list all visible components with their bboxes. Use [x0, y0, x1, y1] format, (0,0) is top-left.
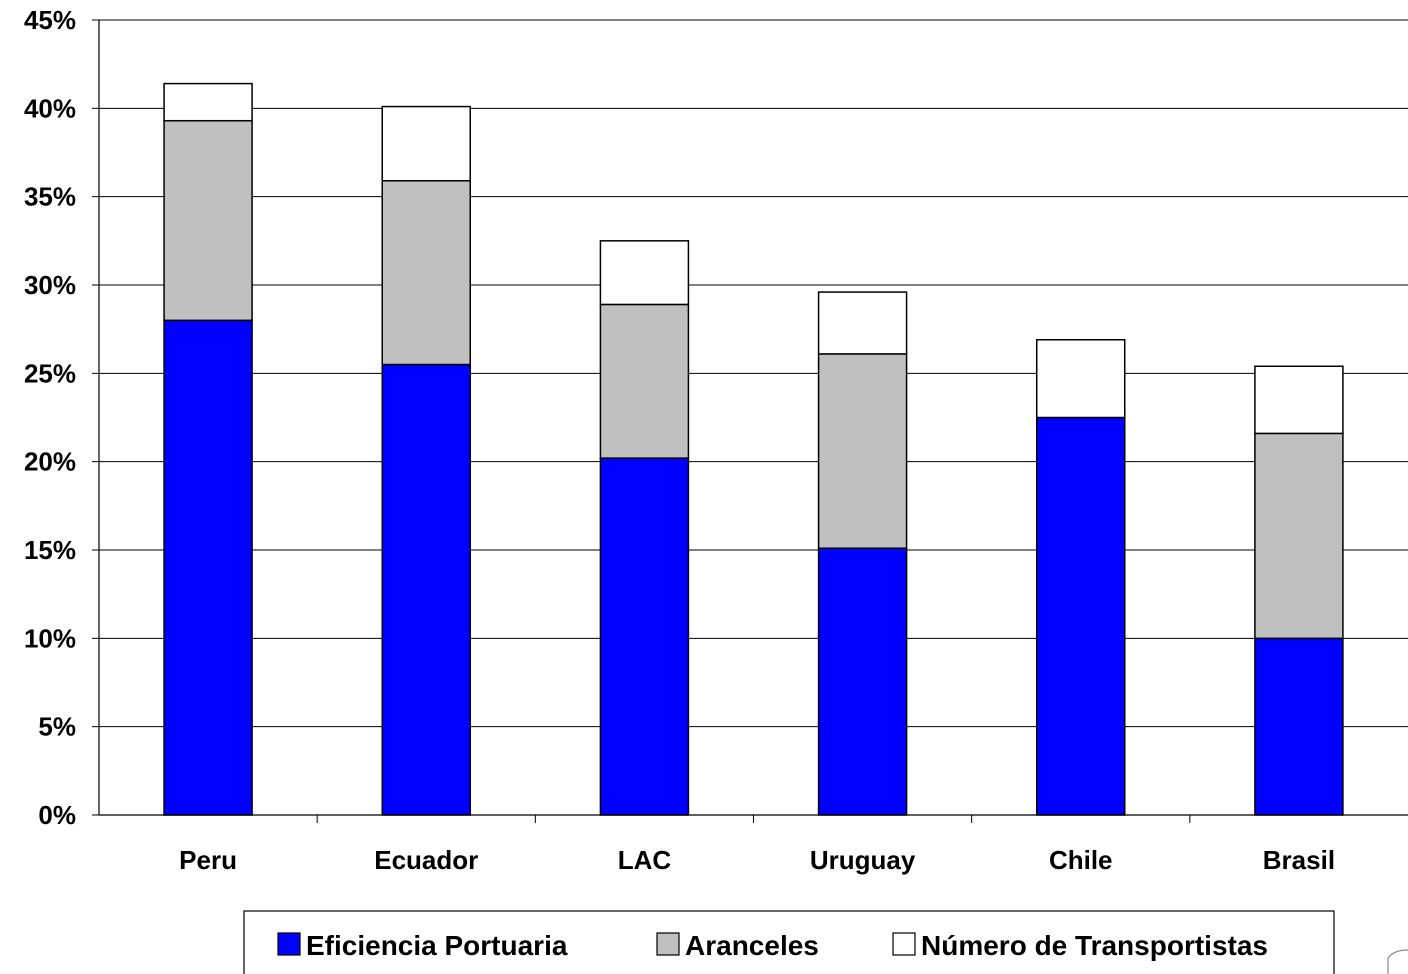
x-tick-label: Chile [1049, 845, 1113, 875]
y-tick-label: 20% [24, 447, 76, 477]
bars [163, 82, 1344, 816]
y-tick-label: 10% [24, 623, 76, 653]
axes [92, 19, 1408, 823]
bar-segment [1254, 432, 1344, 640]
legend-label: Aranceles [685, 930, 819, 961]
bar-segment [599, 303, 690, 459]
x-tick-label: Uruguay [810, 845, 916, 875]
bar-segment [163, 319, 253, 816]
y-tick-label: 0% [38, 800, 76, 830]
bar-segment [381, 180, 471, 366]
legend: Eficiencia Portuaria Aranceles Número de… [243, 910, 1335, 974]
x-tick-label: Brasil [1263, 845, 1335, 875]
y-tick-label: 30% [24, 270, 76, 300]
y-tick-label: 35% [24, 182, 76, 212]
bar-segment [599, 240, 690, 306]
gridlines [99, 19, 1408, 728]
legend-item: Aranceles [656, 930, 819, 961]
y-tick-label: 5% [38, 712, 76, 742]
legend-swatch [656, 932, 680, 956]
x-tick-label: LAC [618, 845, 672, 875]
legend-swatch [277, 932, 301, 956]
bar-segment [163, 82, 253, 122]
bar-segment [817, 353, 908, 549]
legend-swatch [892, 932, 916, 956]
x-tick-labels: Peru Ecuador LAC Uruguay Chile Brasil [179, 845, 1335, 875]
legend-item: Número de Transportistas [892, 930, 1268, 961]
bar-segment [817, 291, 908, 355]
bar-segment [1036, 416, 1126, 816]
legend-item: Eficiencia Portuaria [277, 930, 568, 961]
bar-segment [1036, 339, 1126, 419]
y-tick-label: 40% [24, 93, 76, 123]
y-tick-label: 25% [24, 358, 76, 388]
legend-label: Número de Transportistas [921, 930, 1268, 961]
legend-box [243, 910, 1335, 974]
x-tick-label: Ecuador [374, 845, 478, 875]
legend-label: Eficiencia Portuaria [306, 930, 568, 961]
y-tick-labels: 0% 5% 10% 15% 20% 25% 30% 35% 40% 45% [24, 5, 76, 830]
bar-segment [381, 105, 471, 182]
y-tick-label: 45% [24, 5, 76, 35]
x-tick-label: Peru [179, 845, 237, 875]
y-tick-label: 15% [24, 535, 76, 565]
bar-segment [1254, 365, 1344, 435]
bar-segment [1254, 637, 1344, 816]
bar-segment [163, 119, 253, 322]
corner-mark [1387, 949, 1408, 974]
bar-segment [381, 363, 471, 816]
bar-segment [599, 457, 690, 816]
bar-segment [817, 547, 908, 816]
